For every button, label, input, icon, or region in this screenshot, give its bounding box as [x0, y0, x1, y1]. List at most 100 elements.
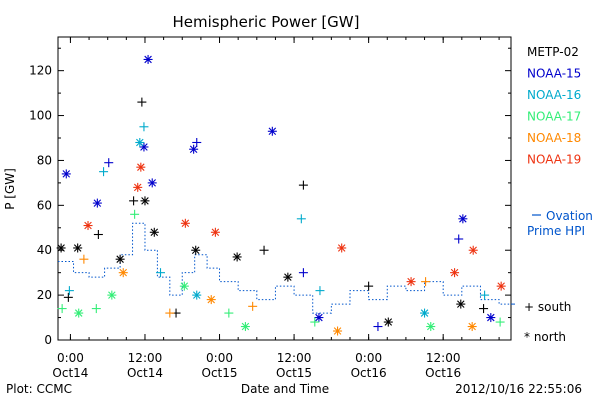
legend-entry-noaa-15: NOAA-15 — [527, 67, 581, 81]
marker-stroke — [420, 309, 429, 317]
marker-stroke — [284, 273, 292, 281]
y-tick-label: 100 — [29, 109, 52, 123]
x-tick-label-date: Oct15 — [202, 366, 238, 380]
x-tick-label-date: Oct16 — [425, 366, 461, 380]
data-point-noaa-15-south — [454, 234, 464, 244]
marker-stroke — [207, 295, 216, 304]
marker-legend-south: + south — [524, 300, 571, 314]
data-point-noaa-17-north — [240, 322, 250, 332]
x-tick-label-time: 0:00 — [355, 351, 382, 365]
data-point-metp-02-north — [191, 245, 201, 255]
data-point-noaa-15-south — [192, 137, 202, 147]
y-axis-label: P [GW] — [3, 168, 17, 210]
data-point-noaa-17-south — [130, 209, 140, 219]
data-point-noaa-16-north — [192, 290, 202, 300]
legend-entry-noaa-17: NOAA-17 — [527, 110, 581, 124]
data-point-noaa-19-north — [337, 243, 347, 253]
x-tick-label-time: 12:00 — [277, 351, 312, 365]
y-tick-label: 120 — [29, 64, 52, 78]
marker-stroke — [211, 228, 220, 237]
data-point-noaa-15-north — [143, 54, 153, 64]
data-point-noaa-15-north — [92, 198, 102, 208]
data-point-noaa-18-south — [79, 254, 89, 264]
data-point-noaa-17-north — [179, 281, 189, 291]
x-tick-label-time: 12:00 — [128, 351, 163, 365]
marker-stroke — [191, 246, 200, 254]
marker-stroke — [150, 228, 159, 237]
y-tick-label: 20 — [37, 288, 52, 302]
data-point-noaa-19-north — [180, 218, 190, 228]
data-point-noaa-19-north — [83, 221, 93, 231]
marker-stroke — [337, 244, 346, 252]
data-point-metp-02-north — [383, 317, 393, 327]
y-tick-label: 80 — [37, 153, 52, 167]
x-tick-label-time: 0:00 — [57, 351, 84, 365]
marker-stroke — [487, 313, 495, 322]
data-point-noaa-19-north — [468, 245, 478, 255]
legend-entry-metp-02: METP-02 — [527, 45, 579, 59]
data-point-metp-02-south — [129, 196, 139, 206]
axis-layer: 0204060801001200:00Oct1412:00Oct140:00Oc… — [29, 37, 511, 380]
data-point-noaa-16-south — [99, 167, 109, 177]
data-point-noaa-15-north — [458, 214, 468, 224]
data-point-noaa-16-south — [480, 290, 490, 300]
data-point-noaa-16-south — [315, 286, 325, 296]
marker-stroke — [192, 291, 201, 299]
y-tick-label: 40 — [37, 243, 52, 257]
data-point-noaa-17-south — [224, 308, 234, 318]
marker-stroke — [457, 300, 465, 308]
data-point-noaa-17-north — [74, 308, 84, 318]
data-point-metp-02-north — [73, 243, 83, 253]
data-point-metp-02-north — [115, 254, 125, 264]
data-point-noaa-18-north — [118, 268, 128, 278]
data-point-metp-02-south — [479, 304, 489, 314]
marker-stroke — [315, 313, 323, 322]
data-point-noaa-16-south — [64, 286, 74, 296]
series-legend: METP-02 NOAA-15 NOAA-16 NOAA-17 NOAA-18 NOAA-… — [527, 45, 581, 167]
data-point-noaa-16-north — [420, 308, 430, 318]
marker-stroke — [62, 170, 71, 178]
marker-stroke — [93, 199, 102, 207]
data-point-noaa-17-south — [495, 317, 505, 327]
data-point-noaa-17-north — [107, 290, 117, 300]
data-point-noaa-17-north — [426, 322, 436, 332]
x-tick-label-date: Oct14 — [127, 366, 163, 380]
data-point-noaa-18-north — [467, 322, 477, 332]
marker-stroke — [450, 268, 459, 277]
x-tick-label-date: Oct14 — [52, 366, 88, 380]
marker-stroke — [181, 219, 190, 228]
data-point-noaa-16-south — [156, 268, 166, 278]
marker-stroke — [74, 309, 83, 317]
marker-stroke — [108, 291, 116, 299]
data-point-noaa-15-south — [373, 322, 383, 332]
data-point-metp-02-south — [298, 180, 308, 190]
marker-stroke — [189, 145, 198, 153]
marker-stroke — [84, 221, 92, 230]
marker-stroke — [144, 55, 152, 64]
data-point-noaa-19-north — [496, 281, 506, 291]
marker-stroke — [407, 277, 415, 286]
data-point-noaa-19-north — [210, 227, 220, 237]
marker-stroke — [119, 268, 127, 277]
marker-stroke — [384, 318, 393, 326]
data-point-noaa-15-north — [267, 126, 277, 136]
data-point-metp-02-south — [93, 230, 103, 240]
marker-stroke — [180, 282, 189, 290]
data-point-metp-02-north — [140, 196, 150, 206]
marker-stroke — [136, 138, 144, 147]
marker-stroke — [333, 327, 342, 335]
data-point-noaa-17-south — [310, 317, 320, 327]
marker-legend-north: * north — [524, 330, 566, 344]
data-point-noaa-15-south — [104, 158, 114, 168]
data-point-noaa-16-south — [139, 122, 149, 132]
data-point-metp-02-north — [283, 272, 293, 282]
data-point-metp-02-south — [364, 281, 374, 291]
marker-stroke — [137, 163, 145, 171]
marker-stroke — [233, 253, 241, 261]
data-point-noaa-15-north — [189, 144, 199, 154]
marker-stroke — [468, 322, 476, 331]
data-point-noaa-19-north — [136, 162, 146, 172]
data-point-noaa-16-south — [296, 214, 306, 224]
data-points-layer — [56, 54, 506, 336]
